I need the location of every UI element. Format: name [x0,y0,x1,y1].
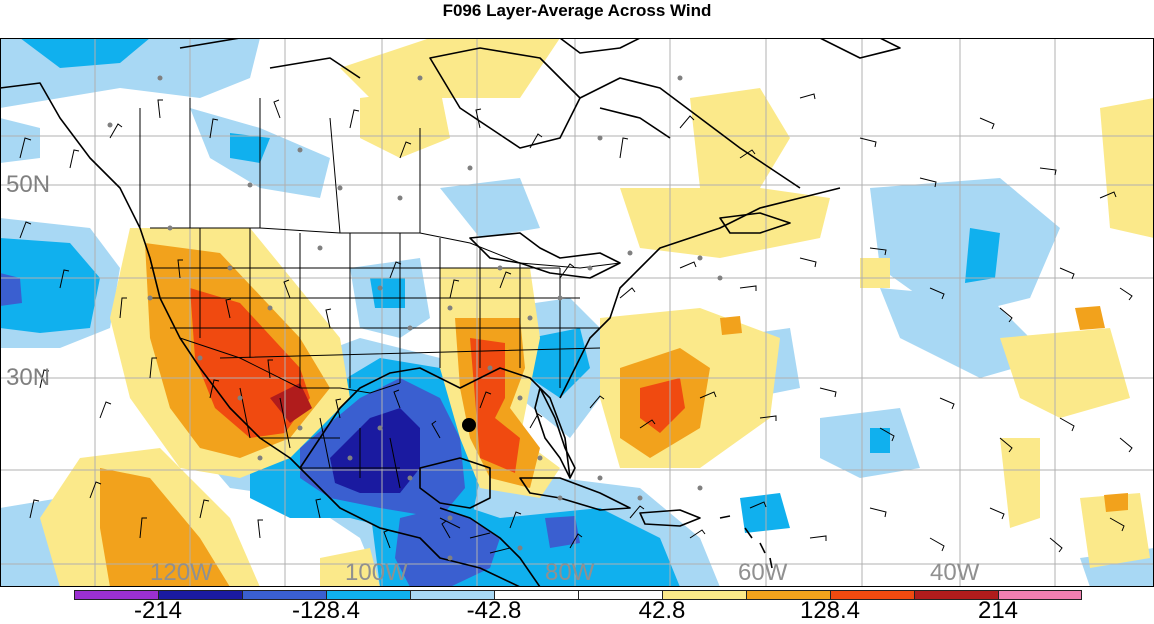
yucatan [419,457,491,509]
colorbar-segment [578,590,662,600]
dark-red-region [270,383,312,423]
light-yellow-region [320,548,380,587]
light-yellow-region [620,188,830,258]
dark-blue-region [0,273,22,306]
colorbar-tick-label: -214 [133,597,183,624]
colorbar-tick-label: 128.4 [799,597,861,624]
orange-region [100,468,230,587]
colorbar-tick-label: 42.8 [638,597,686,624]
colorbar-segment [242,590,326,600]
central-america [439,507,541,587]
colorbar-segment [494,590,578,600]
lon-label-40w: 40W [930,559,980,586]
dark-blue-region [545,516,580,548]
lon-label-120w: 120W [150,559,213,586]
hudson-bay [429,47,581,149]
north-american-west-coast [0,82,521,587]
red-orange-region [470,338,520,473]
labrador [579,77,801,189]
us-canada-border [150,227,621,269]
mid-blue-region [370,278,405,308]
light-yellow-region [1000,328,1130,418]
light-yellow-region [1080,493,1150,568]
orange-region [1104,493,1128,512]
nova-scotia [719,212,791,234]
mid-blue-region [740,493,790,533]
mid-blue-region [965,228,1000,283]
mid-blue-region [870,428,890,453]
wind-barbs [19,93,1133,553]
lat-label-30n: 30N [6,364,50,391]
mid-blue-region [0,238,100,333]
light-yellow-region [1000,438,1040,528]
arctic-islands [179,38,671,139]
colorbar: -214 -128.4 -42.8 42.8 128.4 214 [74,590,1082,624]
light-yellow-region [690,88,790,188]
greenland-tip [819,38,901,59]
red-orange-region [640,378,685,433]
chart-title: F096 Layer-Average Across Wind [442,1,712,20]
colorbar-tick-label: -42.8 [466,597,522,624]
caribbean-islands [719,515,773,569]
lon-label-60w: 60W [738,559,788,586]
orange-region [720,316,742,335]
east-coast [559,187,841,399]
light-blue-region [0,118,40,163]
contour-fills [0,38,1154,587]
graticule [0,38,1154,587]
light-yellow-region [1100,98,1154,238]
us-states-horizontal [150,267,601,359]
colorbar-tick-label: 214 [977,597,1019,624]
colorbar-segment [914,590,998,600]
gulf-coast [299,367,571,479]
lon-label-100w: 100W [345,559,408,586]
central-america-borders [439,517,511,554]
light-blue-region [440,178,540,238]
hispaniola [639,509,701,527]
colorbar-segment [326,590,410,600]
colorbar-segment [74,590,158,600]
coastlines [0,38,901,587]
light-blue-region [870,178,1060,318]
station-dots [107,75,723,561]
colorbar-segment [746,590,830,600]
political-borders [139,98,621,554]
navy-region [330,408,420,493]
orange-region [1075,306,1105,330]
us-mexico-border [179,337,401,394]
light-yellow-region [860,258,890,288]
lat-label-50n: 50N [6,171,50,198]
colorbar-segment [998,590,1082,600]
colorbar-segment [662,590,746,600]
mexico-states [239,387,401,489]
location-marker [462,418,476,432]
colorbar-tick-label: -128.4 [291,597,361,624]
lon-label-80w: 80W [545,559,595,586]
colorbar-segment [830,590,914,600]
map-panel: 50N 30N 120W 100W 80W 60W 40W [0,38,1154,587]
florida [534,387,576,479]
mid-blue-region [20,38,150,68]
colorbar-segment [158,590,242,600]
canada-provinces [139,98,421,234]
colorbar-segment [410,590,494,600]
cuba [519,477,631,511]
